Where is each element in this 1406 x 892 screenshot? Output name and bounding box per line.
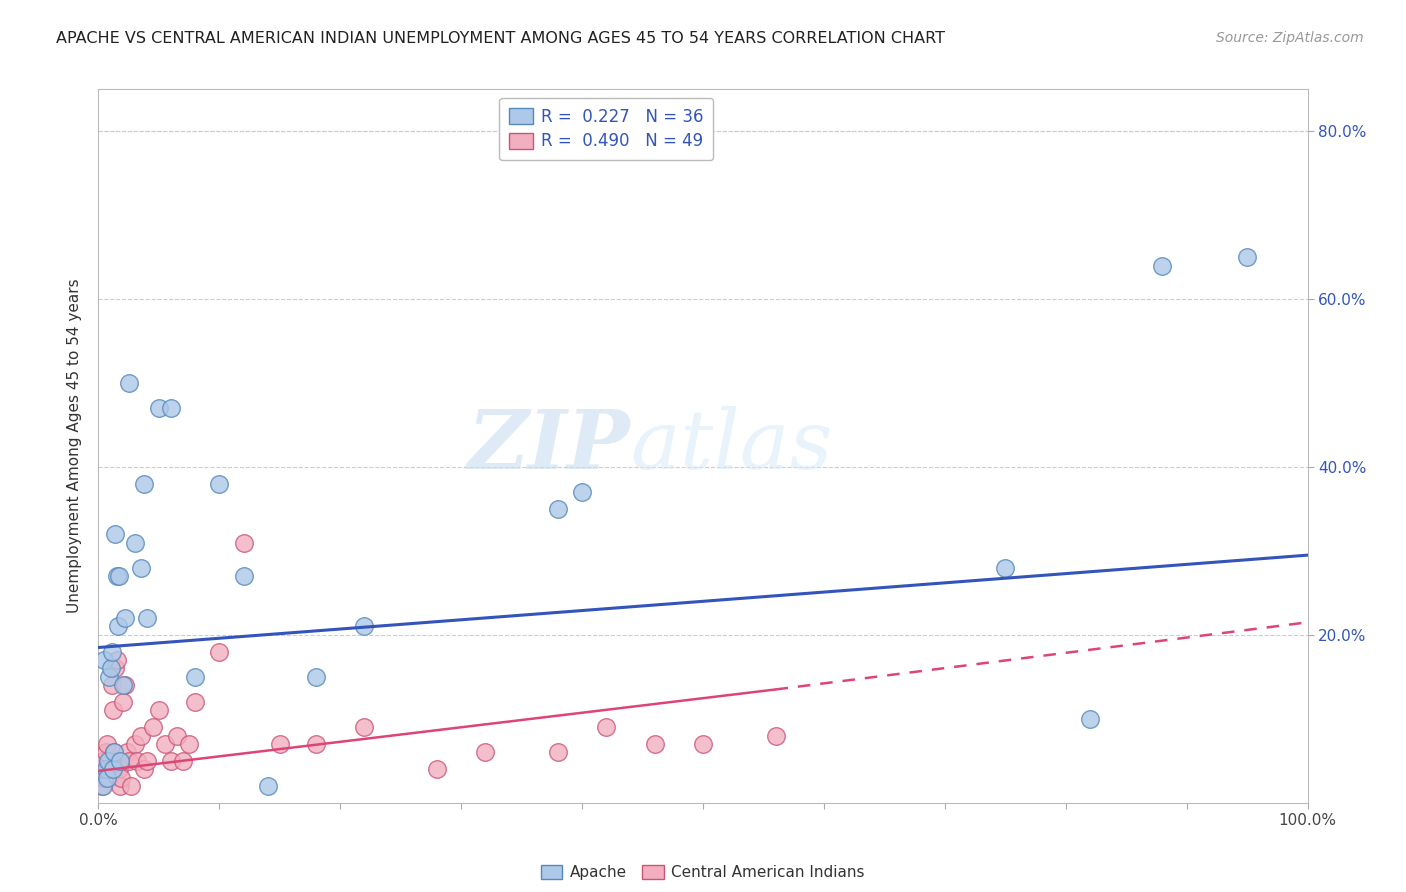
- Point: [103, 746, 125, 760]
- Point: [100, 762, 122, 776]
- Point: [160, 401, 183, 416]
- Point: [124, 535, 146, 549]
- Point: [692, 737, 714, 751]
- Point: [135, 754, 157, 768]
- Point: [166, 729, 188, 743]
- Point: [105, 569, 128, 583]
- Point: [114, 611, 136, 625]
- Point: [1078, 712, 1101, 726]
- Point: [208, 476, 231, 491]
- Point: [120, 779, 142, 793]
- Point: [160, 754, 183, 768]
- Point: [97, 754, 120, 768]
- Point: [232, 535, 254, 549]
- Point: [97, 762, 120, 776]
- Point: [148, 401, 170, 416]
- Y-axis label: Unemployment Among Ages 45 to 54 years: Unemployment Among Ages 45 to 54 years: [67, 278, 83, 614]
- Point: [117, 746, 139, 760]
- Point: [94, 746, 117, 760]
- Point: [269, 737, 291, 751]
- Point: [108, 779, 131, 793]
- Point: [305, 737, 328, 751]
- Point: [129, 729, 152, 743]
- Point: [111, 678, 134, 692]
- Text: APACHE VS CENTRAL AMERICAN INDIAN UNEMPLOYMENT AMONG AGES 45 TO 54 YEARS CORRELA: APACHE VS CENTRAL AMERICAN INDIAN UNEMPL…: [56, 31, 945, 46]
- Point: [114, 678, 136, 692]
- Point: [91, 779, 114, 793]
- Point: [547, 502, 569, 516]
- Point: [118, 754, 141, 768]
- Point: [104, 527, 127, 541]
- Point: [256, 779, 278, 793]
- Point: [127, 754, 149, 768]
- Point: [100, 661, 122, 675]
- Point: [103, 746, 125, 760]
- Point: [353, 720, 375, 734]
- Point: [134, 762, 156, 776]
- Point: [1152, 259, 1174, 273]
- Point: [172, 754, 194, 768]
- Point: [208, 645, 231, 659]
- Point: [100, 678, 122, 692]
- Point: [98, 771, 121, 785]
- Point: [91, 754, 114, 768]
- Point: [108, 762, 131, 776]
- Text: Source: ZipAtlas.com: Source: ZipAtlas.com: [1216, 31, 1364, 45]
- Point: [134, 476, 156, 491]
- Point: [148, 703, 170, 717]
- Point: [765, 729, 787, 743]
- Point: [107, 754, 129, 768]
- Point: [142, 720, 165, 734]
- Point: [571, 485, 593, 500]
- Point: [184, 695, 207, 709]
- Point: [179, 737, 201, 751]
- Point: [232, 569, 254, 583]
- Point: [101, 703, 124, 717]
- Point: [91, 779, 114, 793]
- Point: [118, 376, 141, 390]
- Point: [426, 762, 449, 776]
- Point: [108, 569, 131, 583]
- Point: [93, 771, 115, 785]
- Point: [547, 746, 569, 760]
- Point: [305, 670, 328, 684]
- Point: [89, 771, 111, 785]
- Point: [96, 737, 118, 751]
- Point: [98, 670, 121, 684]
- Point: [644, 737, 666, 751]
- Point: [153, 737, 176, 751]
- Point: [111, 695, 134, 709]
- Point: [110, 771, 132, 785]
- Text: ZIP: ZIP: [468, 406, 630, 486]
- Point: [107, 619, 129, 633]
- Point: [129, 560, 152, 574]
- Point: [1236, 250, 1258, 264]
- Point: [108, 754, 131, 768]
- Point: [94, 762, 117, 776]
- Point: [96, 771, 118, 785]
- Point: [353, 619, 375, 633]
- Legend: Apache, Central American Indians: Apache, Central American Indians: [533, 857, 873, 888]
- Point: [595, 720, 617, 734]
- Point: [135, 611, 157, 625]
- Point: [100, 645, 122, 659]
- Point: [474, 746, 496, 760]
- Point: [994, 560, 1017, 574]
- Point: [184, 670, 207, 684]
- Point: [90, 762, 112, 776]
- Point: [124, 737, 146, 751]
- Text: atlas: atlas: [630, 406, 832, 486]
- Point: [101, 762, 124, 776]
- Point: [93, 653, 115, 667]
- Point: [104, 661, 127, 675]
- Point: [105, 653, 128, 667]
